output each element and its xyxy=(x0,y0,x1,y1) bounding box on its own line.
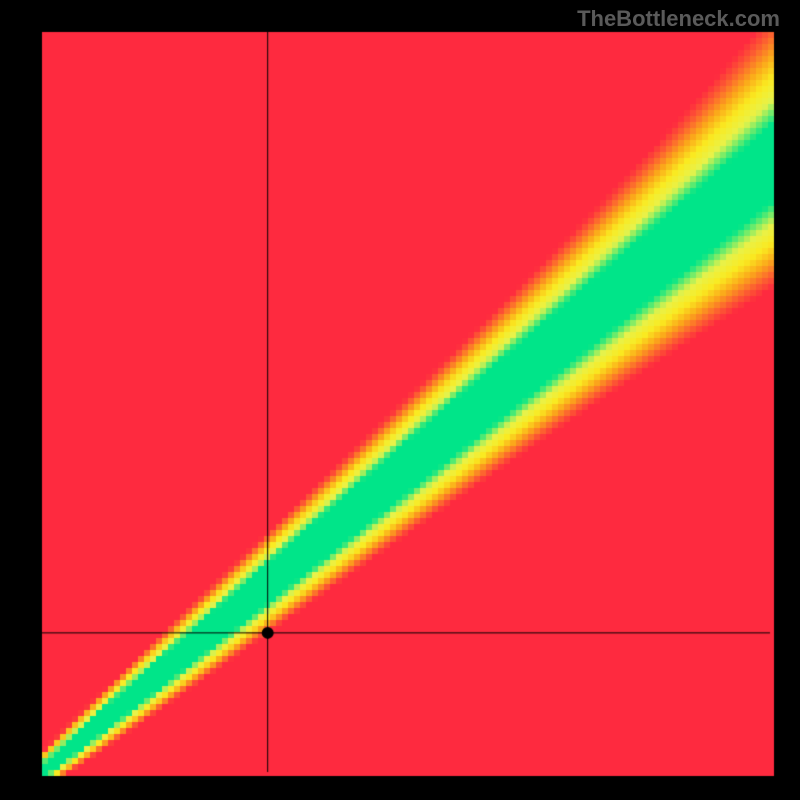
watermark-text: TheBottleneck.com xyxy=(577,6,780,32)
heatmap-canvas xyxy=(0,0,800,800)
chart-container: TheBottleneck.com xyxy=(0,0,800,800)
